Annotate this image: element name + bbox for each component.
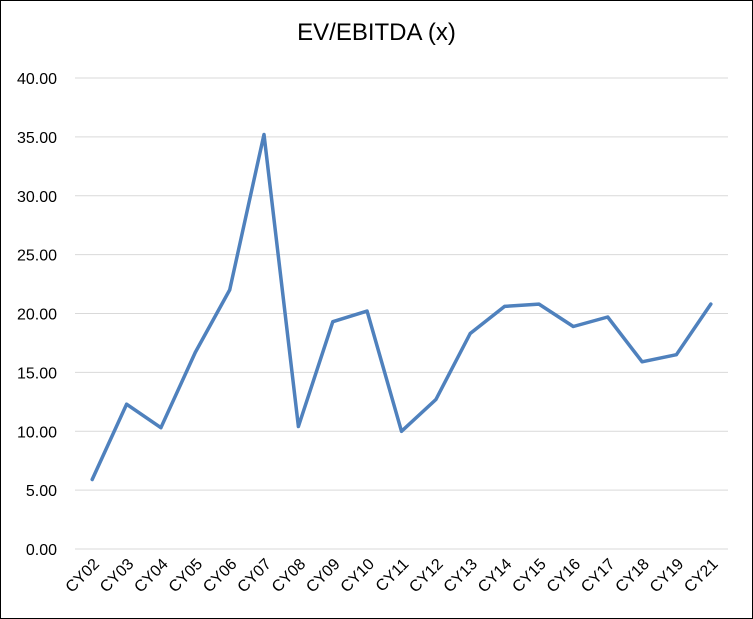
data-point <box>331 320 335 324</box>
series-layer <box>90 132 713 482</box>
chart-title: EV/EBITDA (x) <box>297 19 456 46</box>
data-point <box>640 360 644 364</box>
x-tick-label: CY02 <box>63 556 103 596</box>
gridlines <box>75 77 728 550</box>
x-tick-label: CY06 <box>200 556 240 596</box>
data-point <box>262 133 266 137</box>
data-point <box>193 350 197 354</box>
data-point <box>674 353 678 357</box>
x-tick-label: CY09 <box>303 556 343 596</box>
data-point <box>537 302 541 306</box>
x-tick-label: CY18 <box>613 556 653 596</box>
y-axis-tick-labels: 0.00 5.00 10.00 15.00 20.00 25.00 30.00 35.00 40… <box>17 71 57 559</box>
x-tick-label: CY15 <box>509 556 549 596</box>
data-point <box>365 309 369 313</box>
x-axis-tick-labels: CY02CY03CY04CY05CY06CY07CY08CY09CY10CY11… <box>63 556 722 596</box>
x-tick-label: CY13 <box>441 556 481 596</box>
series-line <box>90 132 713 482</box>
data-point <box>468 332 472 336</box>
x-tick-label: CY21 <box>681 556 721 596</box>
data-point <box>400 429 403 433</box>
x-tick-label: CY08 <box>269 556 309 596</box>
y-tick-label: 5.00 <box>26 483 57 500</box>
data-point <box>503 304 507 308</box>
x-tick-label: CY11 <box>373 556 413 596</box>
y-tick-label: 25.00 <box>17 248 57 265</box>
data-point <box>125 402 129 406</box>
x-tick-label: CY12 <box>406 556 446 596</box>
data-point <box>709 302 713 306</box>
data-point <box>90 478 94 482</box>
x-tick-label: CY05 <box>166 556 206 596</box>
y-tick-label: 0.00 <box>26 542 57 559</box>
data-point <box>296 425 300 429</box>
y-tick-label: 35.00 <box>17 130 57 147</box>
y-tick-label: 10.00 <box>17 424 57 441</box>
x-tick-label: CY17 <box>578 556 618 596</box>
x-tick-label: CY19 <box>647 556 687 596</box>
x-tick-label: CY07 <box>235 556 275 596</box>
data-point <box>434 397 438 401</box>
y-tick-label: 30.00 <box>17 189 57 206</box>
data-point <box>606 315 610 319</box>
data-point <box>228 288 232 292</box>
x-tick-label: CY04 <box>131 556 171 596</box>
y-tick-label: 40.00 <box>17 71 57 88</box>
data-point <box>571 324 575 328</box>
data-point <box>159 426 163 430</box>
x-tick-label: CY03 <box>97 556 137 596</box>
x-tick-label: CY14 <box>475 556 515 596</box>
x-tick-label: CY10 <box>338 556 378 596</box>
x-tick-label: CY16 <box>544 556 584 596</box>
y-tick-label: 15.00 <box>17 365 57 382</box>
y-tick-label: 20.00 <box>17 307 57 324</box>
